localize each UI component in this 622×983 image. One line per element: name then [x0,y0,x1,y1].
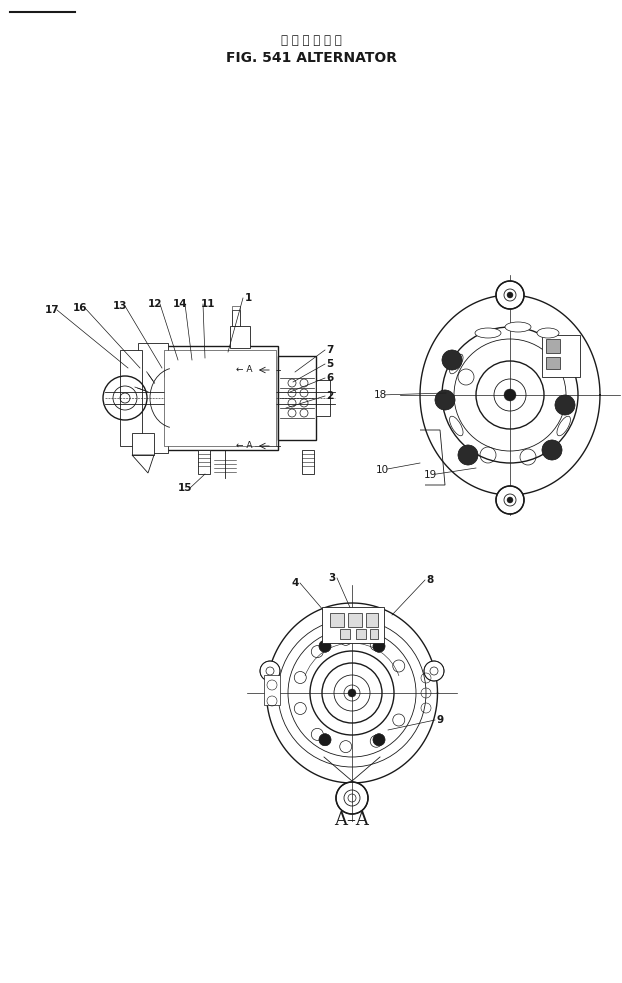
Text: FIG. 541 ALTERNATOR: FIG. 541 ALTERNATOR [226,51,396,65]
Circle shape [507,497,513,503]
Circle shape [348,689,356,697]
Circle shape [319,733,331,746]
Ellipse shape [475,328,501,338]
Ellipse shape [557,354,570,374]
Text: 18: 18 [373,390,387,400]
Text: 13: 13 [113,301,128,311]
Bar [302,450,314,474]
Ellipse shape [450,416,463,435]
Text: 1: 1 [244,293,252,303]
Text: ← A: ← A [236,366,253,375]
Circle shape [496,486,524,514]
Bar [232,310,240,326]
Text: 2: 2 [327,391,333,401]
Text: 17: 17 [45,305,59,315]
Text: ← A: ← A [236,441,253,450]
Polygon shape [420,295,600,495]
Bar [162,346,278,450]
Circle shape [424,661,444,681]
Circle shape [555,395,575,415]
Bar [340,629,350,639]
Circle shape [458,445,478,465]
Text: A–A: A–A [335,811,369,829]
Circle shape [435,390,455,410]
Circle shape [542,440,562,460]
Bar [278,356,316,440]
Circle shape [336,782,368,814]
Text: オ ル タ ネ ー タ: オ ル タ ネ ー タ [281,33,341,46]
Text: 12: 12 [148,299,162,309]
Bar [232,306,240,310]
Text: 6: 6 [327,373,333,383]
Bar [356,629,366,639]
Circle shape [442,350,462,370]
Text: 3: 3 [328,573,336,583]
Text: 4: 4 [291,578,299,588]
Bar [132,433,154,455]
Circle shape [496,281,524,309]
Text: 8: 8 [426,575,434,585]
Bar [316,380,330,416]
Text: 16: 16 [73,303,87,313]
Ellipse shape [450,354,463,374]
Circle shape [373,733,385,746]
Circle shape [504,389,516,401]
Bar [348,613,362,627]
Circle shape [260,661,280,681]
Circle shape [373,640,385,653]
Text: 14: 14 [173,299,187,309]
Text: 7: 7 [327,345,333,355]
Polygon shape [266,603,437,783]
Bar [366,613,378,627]
Text: 15: 15 [178,483,192,493]
Bar [370,629,378,639]
Ellipse shape [557,416,570,435]
Text: 19: 19 [424,470,437,480]
Text: 9: 9 [437,715,443,725]
Circle shape [319,640,331,653]
Bar [138,343,168,453]
Ellipse shape [537,328,559,338]
Text: 10: 10 [376,465,389,475]
Text: 5: 5 [327,359,333,369]
Bar [546,339,560,353]
Ellipse shape [505,322,531,332]
Bar [120,350,142,446]
Bar [542,335,580,377]
Text: 11: 11 [201,299,215,309]
Bar [546,357,560,369]
Bar [230,326,250,348]
Bar [164,350,276,446]
Bar [264,675,280,705]
Circle shape [507,292,513,298]
Bar [198,450,210,474]
Bar [330,613,344,627]
Bar [322,607,384,643]
